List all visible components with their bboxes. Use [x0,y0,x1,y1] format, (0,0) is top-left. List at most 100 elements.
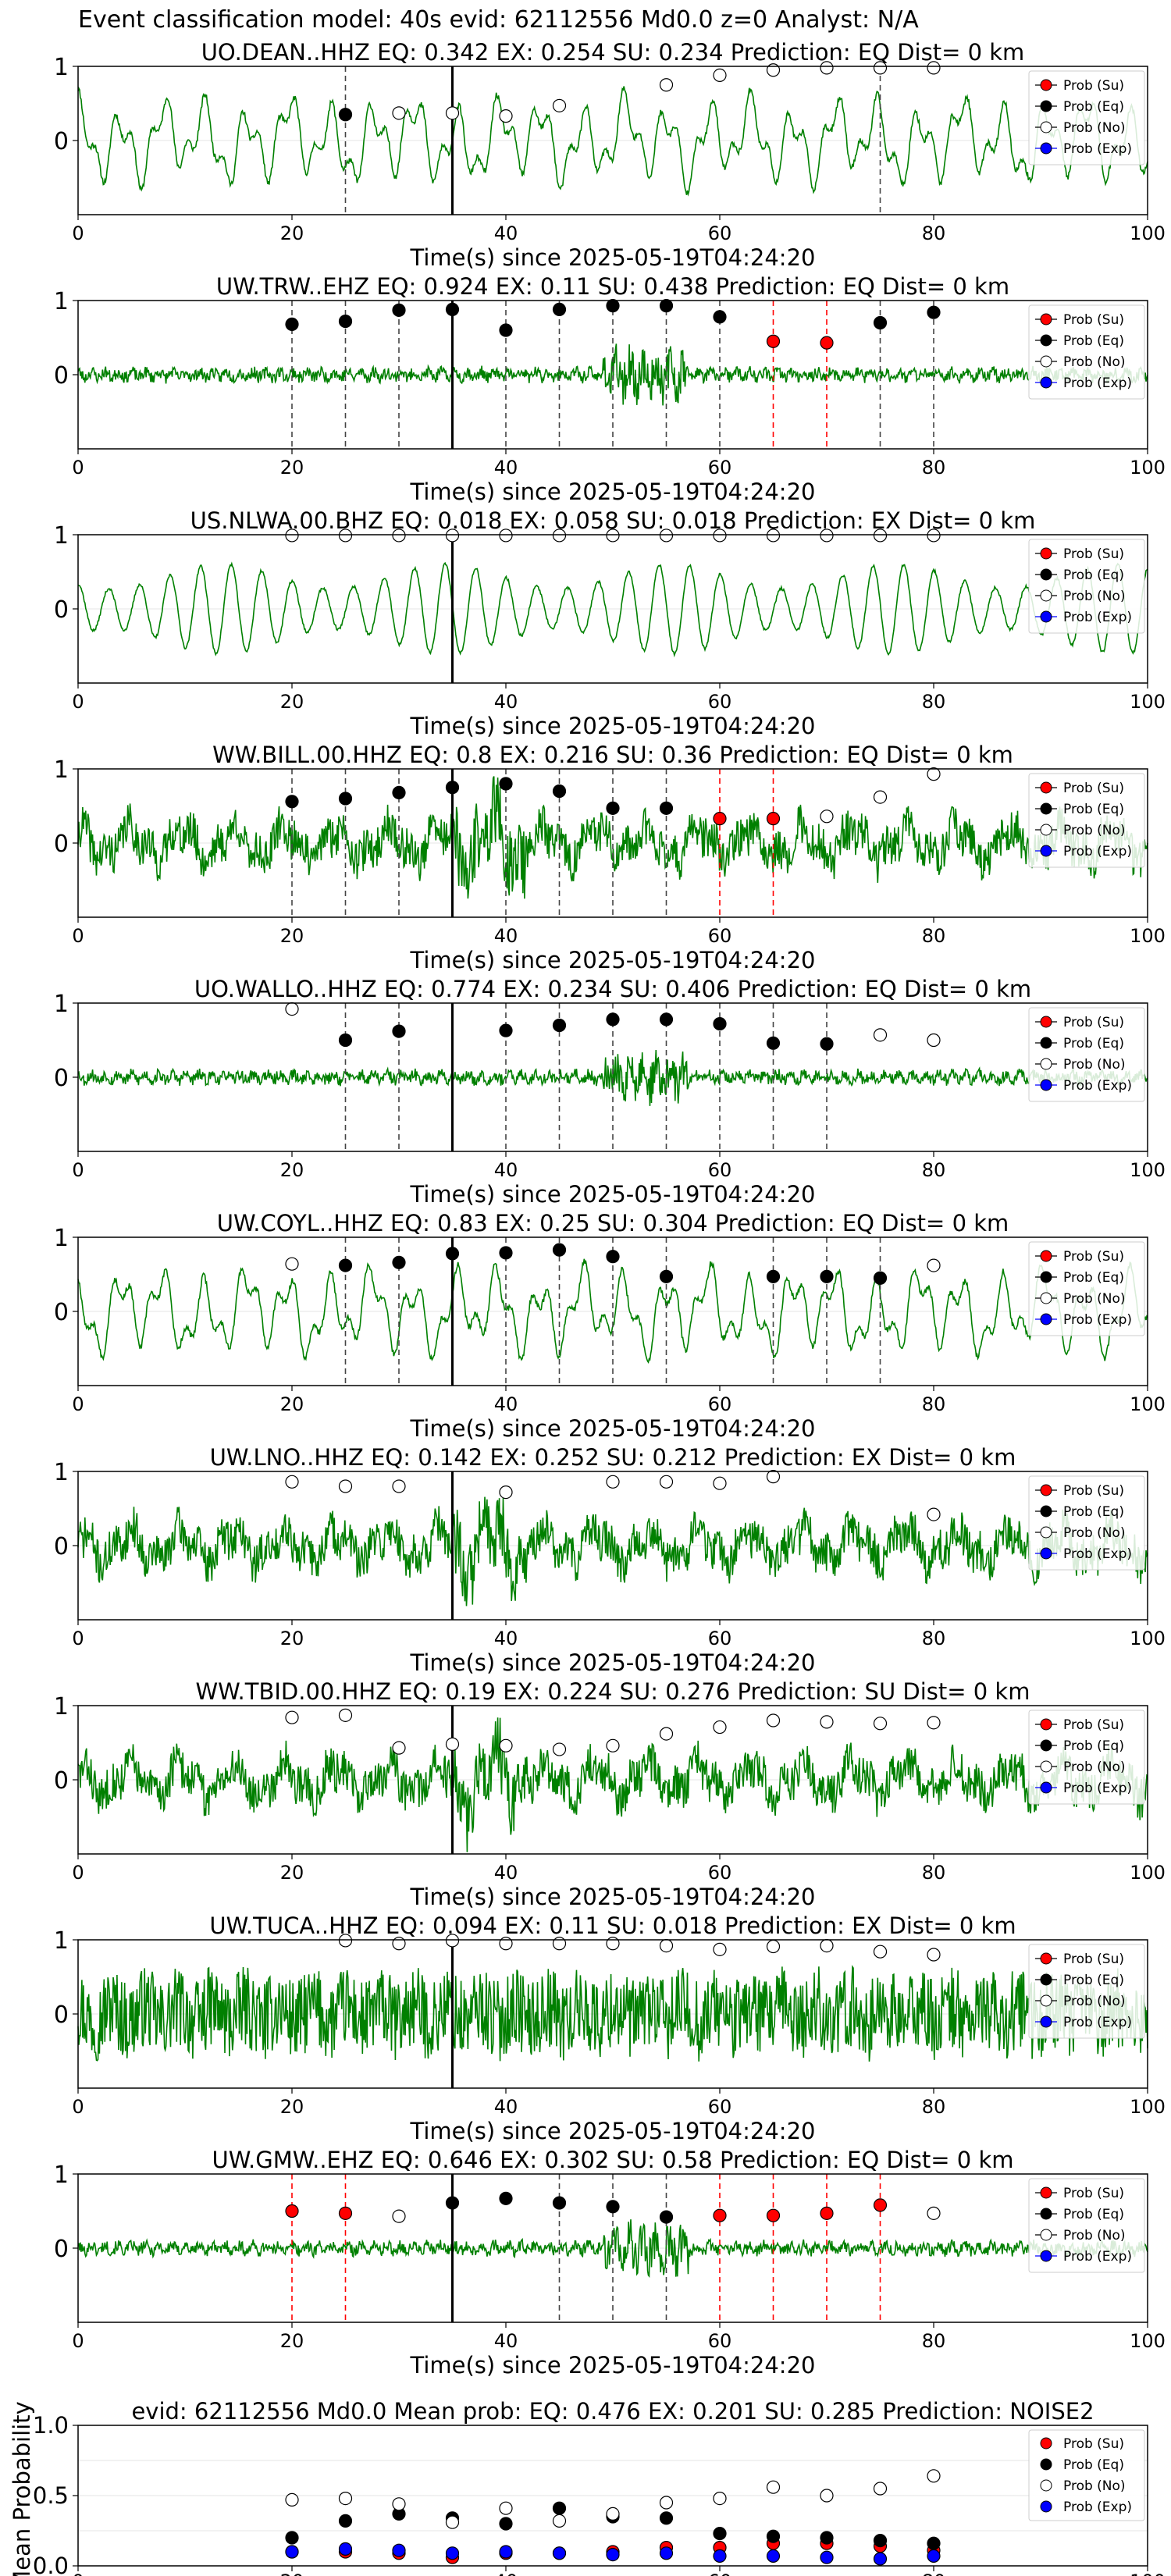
legend-box [1028,2178,1145,2273]
x-tick-label: 40 [494,222,518,244]
prob-point-no [766,528,781,543]
prob-point-no [927,61,941,75]
legend-box [1028,773,1145,868]
prob-point-no [820,809,834,824]
prob-point-eq [445,2196,460,2210]
prob-point-su [766,334,781,348]
x-tick-label: 80 [922,2330,946,2352]
y-tick-label: 1 [54,756,69,784]
x-tick-label: 20 [280,1393,304,1415]
x-tick-label: 100 [1130,691,1166,713]
x-axis-label: Time(s) since 2025-05-19T04:24:20 [410,713,816,739]
prob-point-no [552,1937,567,1951]
x-tick-label: 80 [922,2571,946,2576]
x-tick-label: 0 [72,925,84,947]
legend-label-su: Prob (Su) [1063,78,1124,94]
mean-point-no [766,2480,781,2494]
y-tick-label: 0 [54,596,69,624]
legend-label-no: Prob (No) [1063,2478,1126,2494]
x-tick-label: 60 [708,457,732,479]
prob-point-no [766,63,781,77]
prob-point-eq [499,777,513,791]
x-axis-label: Time(s) since 2025-05-19T04:24:20 [410,1649,816,1676]
legend-label-no: Prob (No) [1063,1994,1126,2009]
legend-label-no: Prob (No) [1063,1525,1126,1541]
prob-point-eq [659,2210,674,2224]
y-tick-label: 0 [54,1767,69,1795]
x-tick-label: 100 [1130,925,1166,947]
legend-marker-exp [1040,1781,1052,1794]
prob-point-eq [659,1012,674,1026]
x-tick-label: 0 [72,1393,84,1415]
panel-title: UW.TUCA..HHZ EQ: 0.094 EX: 0.11 SU: 0.01… [209,1912,1016,1939]
prob-point-no [927,1507,941,1521]
x-tick-label: 20 [280,1862,304,1884]
y-tick-label: 1 [54,1459,69,1486]
prob-point-eq [499,1246,513,1260]
x-tick-label: 40 [494,2096,518,2118]
legend-marker-su [1040,1952,1052,1965]
x-tick-label: 0 [72,2096,84,2118]
prob-point-eq [445,302,460,316]
legend-label-eq: Prob (Eq) [1063,2207,1124,2222]
legend-marker-no [1040,121,1052,133]
legend-marker-eq [1040,2458,1052,2471]
mean-point-no [873,2482,888,2496]
prob-point-su [873,2198,888,2212]
x-tick-label: 0 [72,691,84,713]
prob-point-no [392,1937,406,1951]
legend-marker-exp [1040,2250,1052,2262]
panel-US.NLWA.00.BHZ: US.NLWA.00.BHZ EQ: 0.018 EX: 0.058 SU: 0… [54,507,1166,739]
x-axis-label: Time(s) since 2025-05-19T04:24:20 [410,1181,816,1208]
mean-point-exp [766,2549,781,2563]
prob-point-eq [392,785,406,800]
x-tick-label: 0 [72,2330,84,2352]
prob-point-no [606,1937,620,1951]
legend-label-su: Prob (Su) [1063,1015,1124,1030]
x-tick-label: 0 [72,2571,84,2576]
x-tick-label: 20 [280,691,304,713]
mean-point-no [606,2507,620,2521]
legend-marker-eq [1040,334,1052,347]
prob-point-no [552,528,567,543]
x-tick-label: 40 [494,1628,518,1649]
legend-label-su: Prob (Su) [1063,312,1124,328]
prob-point-no [285,1710,299,1724]
legend-label-no: Prob (No) [1063,1057,1126,1073]
legend-label-exp: Prob (Exp) [1063,141,1132,157]
y-tick-label: 0.0 [33,2553,69,2576]
mean-point-exp [606,2548,620,2562]
legend-box [1028,539,1145,634]
panel-title: UW.COYL..HHZ EQ: 0.83 EX: 0.25 SU: 0.304… [217,1210,1009,1236]
mean-point-exp [338,2542,353,2556]
panel-title: UO.DEAN..HHZ EQ: 0.342 EX: 0.254 SU: 0.2… [201,39,1025,66]
legend-label-exp: Prob (Exp) [1063,2500,1132,2515]
legend-marker-eq [1040,2208,1052,2220]
legend-marker-exp [1040,376,1052,389]
prob-point-eq [392,303,406,317]
legend: Prob (Su) Prob (Eq) Prob (No) Prob (Exp) [1028,1007,1145,1102]
mean-point-eq [659,2511,674,2525]
x-axis-label: Time(s) since 2025-05-19T04:24:20 [410,244,816,271]
legend-label-no: Prob (No) [1063,354,1126,370]
x-axis-label: Time(s) since 2025-05-19T04:24:20 [410,2118,816,2144]
panel-title: UW.TRW..EHZ EQ: 0.924 EX: 0.11 SU: 0.438… [216,273,1009,300]
waveform-trace [77,1717,1148,1852]
x-tick-label: 40 [494,691,518,713]
x-axis-label: Time(s) since 2025-05-19T04:24:20 [410,947,816,973]
x-axis-label: Time(s) since 2025-05-19T04:24:20 [410,1415,816,1442]
x-axis-label: Time(s) since 2025-05-19T04:24:20 [410,1884,816,1910]
prob-point-no [285,1257,299,1271]
legend-marker-eq [1040,1973,1052,1986]
legend-marker-su [1040,1484,1052,1496]
prob-point-eq [713,1016,727,1031]
prob-point-no [499,1485,513,1500]
panel-WW.TBID.00.HHZ: WW.TBID.00.HHZ EQ: 0.19 EX: 0.224 SU: 0.… [54,1678,1166,1910]
prob-point-no [392,1741,406,1755]
x-tick-label: 80 [922,1159,946,1181]
legend-label-no: Prob (No) [1063,120,1126,136]
x-tick-label: 40 [494,2330,518,2352]
waveform-trace [77,1496,1148,1606]
prob-point-eq [552,2196,567,2210]
legend-marker-eq [1040,568,1052,581]
